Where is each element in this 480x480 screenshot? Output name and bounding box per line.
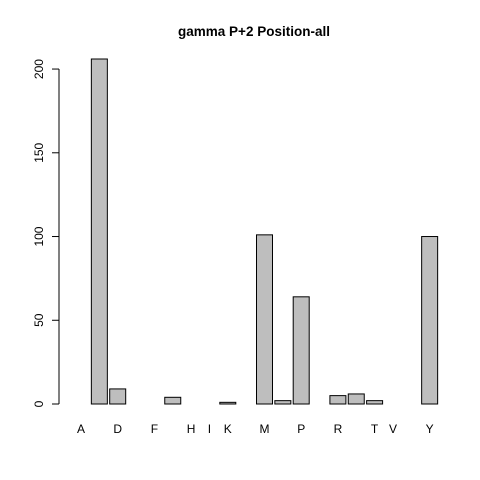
y-axis: 0 50 100 150 200 (32, 59, 60, 407)
bar-S (347, 393, 365, 405)
bar-Y (421, 236, 439, 405)
y-tick-label: 100 (32, 226, 46, 246)
bar-T (366, 400, 384, 405)
x-tick-label-D: D (113, 422, 122, 436)
bar-P (292, 296, 310, 405)
bar-D (109, 388, 127, 405)
chart-title: gamma P+2 Position-all (178, 24, 330, 39)
bar-R (329, 395, 347, 405)
y-tick-label: 200 (32, 59, 46, 79)
x-tick-label-R: R (334, 422, 343, 436)
x-tick-label-Y: Y (426, 422, 434, 436)
y-tick-label: 50 (32, 313, 46, 327)
x-tick-label-I: I (208, 422, 211, 436)
bar-N (274, 400, 292, 405)
x-tick-label-M: M (260, 422, 270, 436)
y-tick-label: 150 (32, 142, 46, 162)
bar-G (164, 396, 182, 405)
x-tick-label-T: T (371, 422, 379, 436)
bar-M (256, 234, 273, 405)
bar-C (90, 58, 108, 405)
x-tick-label-F: F (151, 422, 158, 436)
bars-group (90, 58, 439, 405)
x-tick-label-A: A (77, 422, 85, 436)
y-tick-label: 0 (32, 400, 46, 407)
x-tick-label-K: K (224, 422, 232, 436)
x-tick-label-V: V (389, 422, 397, 436)
x-tick-label-P: P (297, 422, 305, 436)
bar-K (219, 401, 237, 405)
x-tick-label-H: H (187, 422, 196, 436)
